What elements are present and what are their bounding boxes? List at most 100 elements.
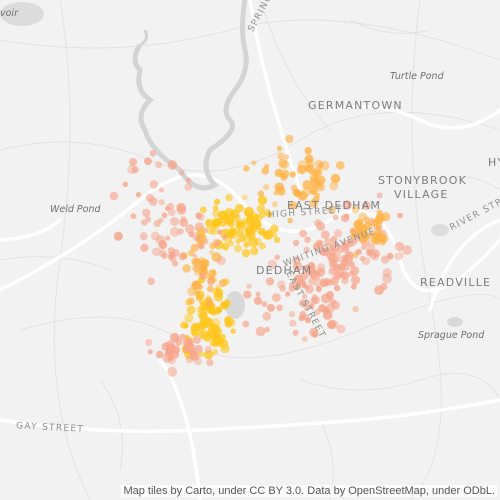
heat-point — [192, 336, 201, 344]
heat-point — [219, 279, 227, 287]
heat-point — [253, 296, 262, 305]
heat-point — [205, 297, 211, 303]
heat-point — [145, 338, 153, 346]
heat-point — [113, 231, 123, 241]
heat-point — [145, 193, 154, 202]
heat-point — [340, 271, 350, 280]
heat-point — [319, 278, 329, 288]
heat-point — [381, 212, 391, 222]
heat-point — [333, 229, 343, 238]
heat-point — [251, 160, 257, 166]
heat-point — [204, 345, 212, 353]
heat-point — [239, 221, 250, 231]
heat-point — [350, 275, 361, 285]
heat-point — [209, 225, 220, 236]
heat-point — [158, 187, 164, 193]
heat-point — [382, 273, 393, 284]
river-street-road — [428, 218, 500, 312]
heat-point — [188, 249, 195, 257]
heat-point — [276, 304, 283, 312]
heat-point — [372, 249, 381, 258]
heat-point — [179, 169, 185, 176]
heat-point — [259, 242, 266, 250]
heat-point — [188, 231, 195, 238]
heat-point — [374, 285, 384, 296]
heat-point — [166, 202, 174, 210]
heat-point — [302, 336, 308, 342]
heat-point — [251, 219, 261, 230]
heat-point — [326, 252, 335, 261]
heat-point — [305, 159, 315, 168]
heat-point — [221, 301, 229, 309]
heat-point — [363, 216, 370, 223]
heat-point — [256, 204, 266, 213]
heat-point — [320, 247, 330, 257]
reservoir-shape — [0, 2, 44, 26]
heat-point — [307, 277, 316, 286]
heat-point — [195, 212, 202, 219]
heat-point — [342, 263, 350, 271]
heat-point — [359, 235, 368, 244]
heat-point — [261, 301, 268, 308]
heat-point — [341, 245, 350, 253]
heat-point — [368, 230, 378, 240]
heat-point — [309, 303, 315, 309]
heat-point — [213, 307, 221, 315]
heat-point — [355, 228, 363, 235]
heat-point — [324, 237, 332, 246]
label-readville: READVILLE — [420, 276, 492, 289]
heat-point — [332, 264, 341, 272]
heat-point — [218, 216, 229, 227]
heat-point — [332, 271, 342, 281]
heat-point — [313, 167, 323, 177]
heat-point — [199, 272, 206, 280]
heat-point — [273, 190, 279, 196]
heat-point — [224, 208, 234, 218]
heat-point — [348, 270, 355, 277]
heat-point — [192, 253, 198, 259]
heat-point — [155, 235, 166, 245]
heat-point — [300, 280, 307, 286]
heat-point — [211, 324, 222, 335]
heat-point — [227, 230, 235, 238]
heat-point — [246, 215, 255, 224]
heat-point — [324, 243, 333, 252]
map-attribution[interactable]: Map tiles by Carto, under CC BY 3.0. Dat… — [121, 485, 497, 497]
heat-point — [165, 235, 171, 241]
heat-point — [242, 320, 250, 328]
heat-point — [313, 242, 322, 251]
heat-point — [342, 200, 352, 210]
heat-point — [299, 229, 307, 238]
heat-point — [212, 205, 219, 212]
heat-point — [170, 217, 180, 227]
label-germantown: GERMANTOWN — [308, 99, 403, 112]
heat-point — [220, 344, 230, 354]
heat-point — [164, 352, 174, 361]
heat-point — [135, 192, 142, 198]
heat-point — [196, 295, 202, 302]
heat-point — [303, 284, 309, 290]
heat-point — [371, 252, 379, 261]
heat-point — [332, 214, 339, 221]
heat-point — [292, 239, 300, 247]
heat-point — [267, 303, 275, 312]
gay-street-road — [0, 398, 500, 433]
heat-point — [192, 232, 202, 242]
label-dedham: DEDHAM — [256, 264, 313, 277]
heat-point — [248, 237, 259, 248]
heat-point — [294, 284, 300, 291]
heat-point — [255, 291, 261, 297]
heat-point — [243, 290, 252, 299]
label-east-dedham: EAST DEDHAM — [287, 199, 382, 212]
heat-point — [329, 181, 339, 191]
heat-point — [182, 264, 191, 273]
heat-point — [129, 158, 138, 166]
heat-point — [255, 326, 266, 337]
heat-point — [149, 180, 159, 189]
heat-point — [352, 305, 359, 313]
heat-point — [221, 243, 230, 251]
heat-point — [397, 212, 403, 219]
heat-point — [285, 134, 294, 144]
